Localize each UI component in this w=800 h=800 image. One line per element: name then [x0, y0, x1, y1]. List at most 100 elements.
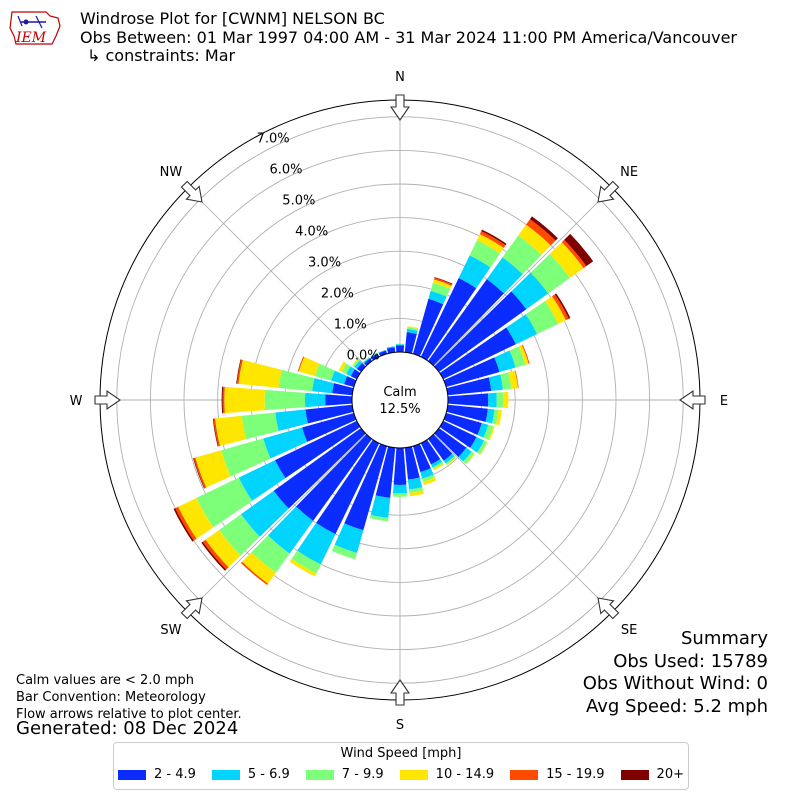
windrose-bar-segment	[205, 529, 241, 568]
windrose-bar-segment	[332, 383, 354, 396]
windrose-bar-segment	[312, 378, 334, 394]
windrose-bar-segment	[251, 535, 290, 573]
windrose-bar-segment	[477, 422, 489, 438]
windrose-bar-segment	[369, 514, 389, 522]
windrose-bar-segment	[554, 293, 571, 319]
windrose-bar-segment	[238, 359, 282, 388]
flow-arrow-icon	[180, 180, 203, 203]
windrose-bar-segment	[526, 219, 556, 246]
calm-value: 12.5%	[379, 402, 420, 417]
windrose-bar-segment	[486, 257, 523, 294]
windrose-bar-segment	[386, 347, 396, 354]
windrose-bar-segment	[433, 463, 445, 471]
windrose-bar-segment	[213, 418, 220, 447]
windrose-bar-segment	[173, 508, 194, 542]
windrose-bar-segment	[298, 356, 320, 377]
ring-label: 6.0%	[269, 162, 302, 177]
chart-title: Windrose Plot for [CWNM] NELSON BC	[80, 9, 385, 28]
windrose-bar-segment	[443, 357, 500, 388]
calm-circle	[351, 351, 449, 449]
windrose-bar-segment	[439, 420, 477, 448]
flow-arrow-icon	[389, 679, 411, 706]
windrose-bar-segment	[496, 409, 502, 426]
windrose-bar-segment	[514, 370, 519, 389]
windrose-bar-segment	[407, 326, 419, 330]
flow-arrow-shape	[180, 180, 203, 203]
windrose-bar-segment	[370, 495, 391, 518]
windrose-bar-segment	[175, 506, 197, 541]
legend-item: 15 - 19.9	[510, 767, 605, 782]
flow-arrow-icon	[180, 597, 203, 620]
legend-swatch	[620, 769, 649, 780]
legend-item: 20+	[620, 767, 684, 782]
windrose-bar-segment	[331, 370, 348, 385]
direction-label: SW	[160, 623, 181, 638]
windrose-bar-segment	[193, 457, 207, 489]
windrose-bar-segment	[412, 443, 431, 473]
windrose-bar-segment	[477, 440, 488, 455]
ring-label: 5.0%	[282, 193, 315, 208]
windrose-bar-segment	[511, 272, 549, 310]
flow-arrow-icon	[94, 389, 121, 411]
ring-label: 0.0%	[347, 349, 380, 364]
grid-ring	[183, 183, 617, 617]
legend-swatch	[510, 769, 539, 780]
windrose-bar-segment	[395, 343, 405, 345]
windrose-bar-segment	[240, 561, 269, 585]
windrose-bar-segment	[445, 455, 456, 465]
bar-convention-note: Bar Convention: Meteorology	[16, 690, 206, 705]
windrose-bar-segment	[201, 541, 227, 571]
windrose-bar-segment	[422, 474, 435, 482]
calm-note: Calm values are < 2.0 mph	[16, 673, 195, 688]
direction-label: W	[70, 394, 83, 409]
windrose-bar-segment	[433, 277, 453, 286]
windrose-bar-segment	[196, 477, 253, 528]
calm-label: Calm	[383, 385, 416, 400]
windrose-bar-segment	[446, 457, 457, 466]
windrose-bar-segment	[212, 418, 219, 447]
windrose-bar-segment	[236, 359, 242, 384]
windrose-bar-segment	[296, 434, 372, 521]
grid-spoke	[187, 433, 367, 613]
legend-item: 7 - 9.9	[305, 767, 384, 782]
windrose-bar-segment	[341, 363, 351, 375]
legend-item: 2 - 4.9	[118, 767, 196, 782]
flow-arrow-icon	[597, 597, 620, 620]
windrose-bar-segment	[485, 408, 495, 424]
legend: Wind Speed [mph] 2 - 4.9 5 - 6.9 7 - 9.9 10…	[113, 742, 689, 790]
iem-logo: IEM	[6, 6, 66, 52]
windrose-bar-segment	[404, 332, 417, 354]
windrose-bar-segment	[488, 392, 497, 408]
windrose-bar-segment	[407, 327, 419, 331]
generated-date: Generated: 08 Dec 2024	[16, 718, 239, 739]
windrose-bar-segment	[412, 298, 444, 357]
windrose-bar-segment	[362, 356, 370, 363]
direction-label: SE	[621, 623, 637, 638]
summary-obs-without-wind: Obs Without Wind: 0	[582, 673, 768, 694]
windrose-bar-segment	[370, 352, 378, 357]
windrose-bar-segment	[458, 255, 491, 289]
windrose-bar-segment	[479, 231, 506, 248]
legend-title: Wind Speed [mph]	[340, 746, 462, 761]
windrose-bar-segment	[236, 359, 243, 384]
windrose-bar-segment	[488, 426, 495, 441]
chart-subtitle-dates: Obs Between: 01 Mar 1997 04:00 AM - 31 M…	[80, 27, 737, 47]
direction-label: E	[720, 394, 728, 409]
grid-spoke	[433, 433, 613, 613]
direction-label: N	[395, 70, 405, 85]
windrose-bar-segment	[470, 436, 485, 453]
flow-arrow-shape	[597, 597, 620, 620]
windrose-bar-segment	[530, 253, 570, 294]
windrose-bar-segment	[434, 291, 527, 372]
windrose-bar-segment	[178, 498, 214, 539]
flow-arrow-shape	[679, 389, 706, 411]
windrose-bar-segment	[420, 278, 477, 361]
windrose-bar-segment	[525, 300, 559, 335]
windrose-bar-segment	[422, 477, 437, 486]
ring-label: 2.0%	[321, 287, 354, 302]
flow-arrow-shape	[389, 94, 411, 121]
flow-arrow-icon	[679, 389, 706, 411]
windrose-bar-segment	[370, 352, 378, 358]
flow-arrow-shape	[180, 597, 203, 620]
windrose-bar-segment	[273, 428, 366, 509]
